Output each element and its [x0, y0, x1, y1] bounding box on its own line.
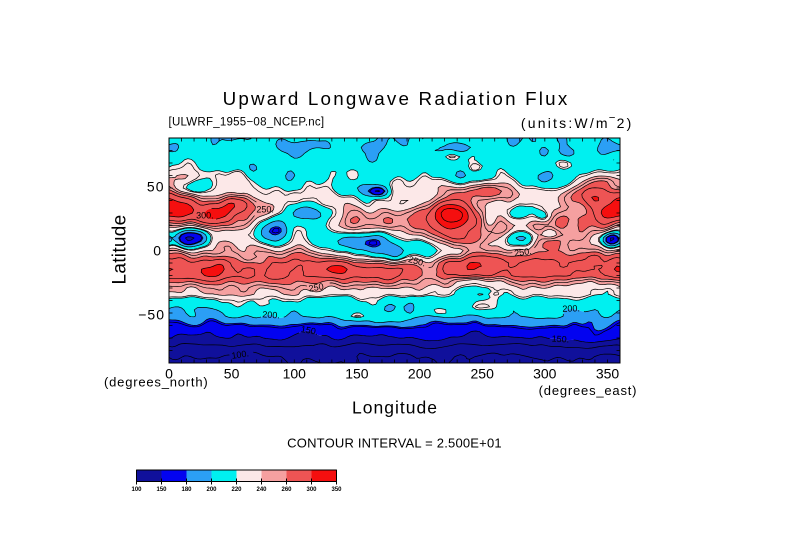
svg-text:50: 50 [147, 179, 165, 195]
svg-text:200.: 200. [562, 303, 580, 314]
svg-text:250.: 250. [308, 281, 327, 294]
svg-text:[ULWRF_1955−08_NCEP.nc]: [ULWRF_1955−08_NCEP.nc] [169, 116, 325, 128]
svg-text:260: 260 [281, 487, 292, 493]
svg-text:Upward Longwave Radiation Flux: Upward Longwave Radiation Flux [223, 88, 570, 109]
svg-text:200: 200 [408, 366, 432, 382]
svg-text:150.: 150. [551, 334, 569, 345]
svg-text:Latitude: Latitude [110, 214, 131, 284]
svg-text:250.: 250. [256, 204, 274, 214]
svg-text:300: 300 [306, 487, 317, 493]
svg-text:250: 250 [471, 366, 495, 382]
svg-text:−50: −50 [138, 307, 165, 323]
svg-text:100: 100 [283, 366, 307, 382]
svg-text:300.: 300. [196, 211, 214, 221]
svg-text:220: 220 [231, 487, 242, 493]
svg-text:150: 150 [345, 366, 369, 382]
svg-text:0: 0 [153, 243, 161, 259]
svg-text:180: 180 [181, 487, 192, 493]
svg-text:100: 100 [131, 487, 142, 493]
svg-text:350: 350 [596, 366, 620, 382]
svg-text:300: 300 [533, 366, 557, 382]
svg-text:(units:W/m‾2): (units:W/m‾2) [521, 115, 634, 131]
svg-text:150.: 150. [300, 324, 319, 337]
svg-text:250.: 250. [514, 246, 533, 258]
svg-text:200.: 200. [262, 309, 280, 320]
svg-text:Longitude: Longitude [352, 398, 438, 418]
svg-text:150: 150 [156, 487, 167, 493]
svg-text:0: 0 [165, 366, 173, 382]
svg-text:240: 240 [256, 487, 267, 493]
svg-text:(degrees_north): (degrees_north) [104, 374, 209, 389]
svg-text:50: 50 [224, 366, 240, 382]
svg-text:200: 200 [206, 487, 217, 493]
svg-text:100.: 100. [231, 348, 250, 360]
svg-text:CONTOUR INTERVAL = 2.500E+01: CONTOUR INTERVAL = 2.500E+01 [287, 436, 502, 451]
svg-text:(degrees_east): (degrees_east) [539, 383, 638, 398]
svg-text:250.: 250. [407, 254, 427, 268]
svg-text:350: 350 [331, 487, 342, 493]
